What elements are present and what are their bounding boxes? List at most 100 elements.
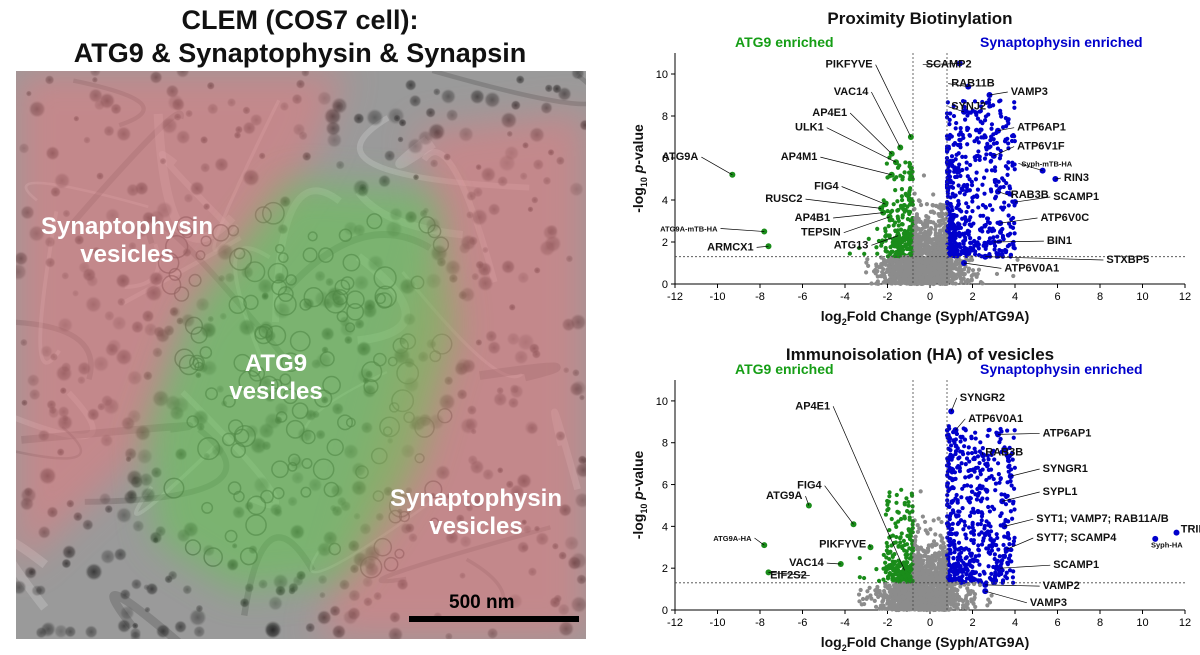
em-vesicle — [195, 604, 204, 613]
data-point — [976, 246, 981, 251]
volcano-cloud — [856, 424, 1017, 613]
data-point — [967, 459, 972, 464]
x-tick-label: -8 — [755, 291, 765, 303]
data-point — [960, 187, 965, 192]
data-point — [967, 229, 972, 234]
data-point — [998, 108, 1003, 114]
data-point — [982, 224, 988, 229]
data-point — [966, 269, 971, 274]
data-point — [993, 196, 998, 201]
data-point — [883, 248, 888, 254]
data-point — [903, 242, 908, 247]
y-tick-label: 4 — [662, 195, 668, 207]
data-point — [924, 268, 929, 274]
x-tick-label: 4 — [1012, 291, 1018, 303]
data-point — [998, 436, 1003, 442]
data-point — [944, 211, 949, 216]
data-point — [893, 540, 898, 545]
data-point — [943, 216, 949, 221]
data-point — [957, 469, 963, 474]
x-axis-label: log2Fold Change (Syph/ATG9A) — [821, 308, 1030, 327]
label-leader-line — [948, 83, 969, 87]
data-point — [868, 593, 873, 598]
data-point — [911, 264, 916, 269]
data-point — [950, 191, 955, 196]
data-point — [944, 233, 949, 238]
x-tick-label: -2 — [883, 617, 893, 629]
data-point — [938, 232, 943, 237]
data-point — [904, 254, 909, 260]
label-atg9-enriched: ATG9 enriched — [735, 361, 834, 377]
data-point — [969, 257, 975, 263]
protein-label: ULK1 — [795, 122, 824, 134]
data-point — [906, 239, 911, 244]
data-point — [918, 247, 923, 252]
data-point — [1001, 178, 1006, 183]
data-point — [914, 239, 919, 245]
data-point — [986, 100, 992, 105]
data-point — [887, 258, 892, 264]
em-vesicle — [115, 507, 133, 524]
data-point — [1012, 105, 1017, 110]
em-vesicle — [557, 86, 572, 102]
data-point — [918, 276, 923, 281]
protein-label: STXBP5 — [1106, 254, 1149, 266]
data-point — [889, 516, 894, 522]
data-point — [965, 182, 970, 188]
data-point — [888, 244, 893, 250]
label-leader-line — [820, 156, 892, 176]
data-point — [991, 137, 996, 142]
label-leader-line — [989, 91, 1008, 96]
data-point — [928, 270, 933, 275]
data-point — [901, 203, 907, 208]
data-point — [947, 242, 953, 247]
data-point — [980, 281, 985, 286]
data-point — [999, 492, 1004, 497]
data-point — [1006, 203, 1011, 208]
data-point — [973, 157, 978, 163]
y-tick-label: 0 — [662, 279, 668, 291]
data-point — [915, 523, 920, 528]
data-point — [907, 189, 912, 194]
em-vesicle — [483, 91, 501, 109]
protein-label: FIG4 — [814, 181, 839, 193]
data-point — [899, 250, 905, 256]
data-point — [969, 273, 974, 278]
data-point — [973, 604, 978, 609]
data-point — [960, 271, 966, 276]
data-point — [939, 239, 944, 244]
y-axis-label: -log10 p-value — [630, 450, 649, 539]
data-point — [992, 247, 997, 252]
data-point — [951, 142, 956, 147]
data-point — [906, 499, 911, 505]
data-point — [963, 523, 968, 528]
data-point — [875, 251, 880, 256]
x-tick-label: 10 — [1136, 617, 1148, 629]
clem-image: Synaptophysin vesicles ATG9 vesicles Syn… — [16, 71, 586, 639]
data-point — [974, 193, 979, 198]
data-point — [901, 207, 906, 212]
data-point — [981, 213, 986, 218]
em-vesicle — [126, 488, 138, 501]
data-point — [896, 207, 901, 213]
data-point — [874, 245, 879, 250]
data-point — [931, 539, 937, 544]
data-point — [965, 586, 970, 591]
em-vesicle — [425, 107, 436, 118]
data-point — [968, 215, 973, 220]
data-point — [1000, 207, 1005, 212]
data-point — [994, 532, 999, 537]
data-point — [981, 538, 986, 543]
data-point — [872, 598, 877, 603]
data-point — [958, 126, 963, 131]
em-vesicle — [126, 469, 143, 487]
data-point — [987, 236, 993, 241]
data-point — [943, 275, 949, 280]
data-point — [1009, 133, 1015, 139]
data-point — [991, 235, 996, 240]
data-point — [962, 192, 967, 197]
data-point — [887, 494, 892, 499]
data-point — [904, 193, 909, 198]
data-point — [948, 257, 953, 262]
data-point — [1000, 233, 1006, 239]
